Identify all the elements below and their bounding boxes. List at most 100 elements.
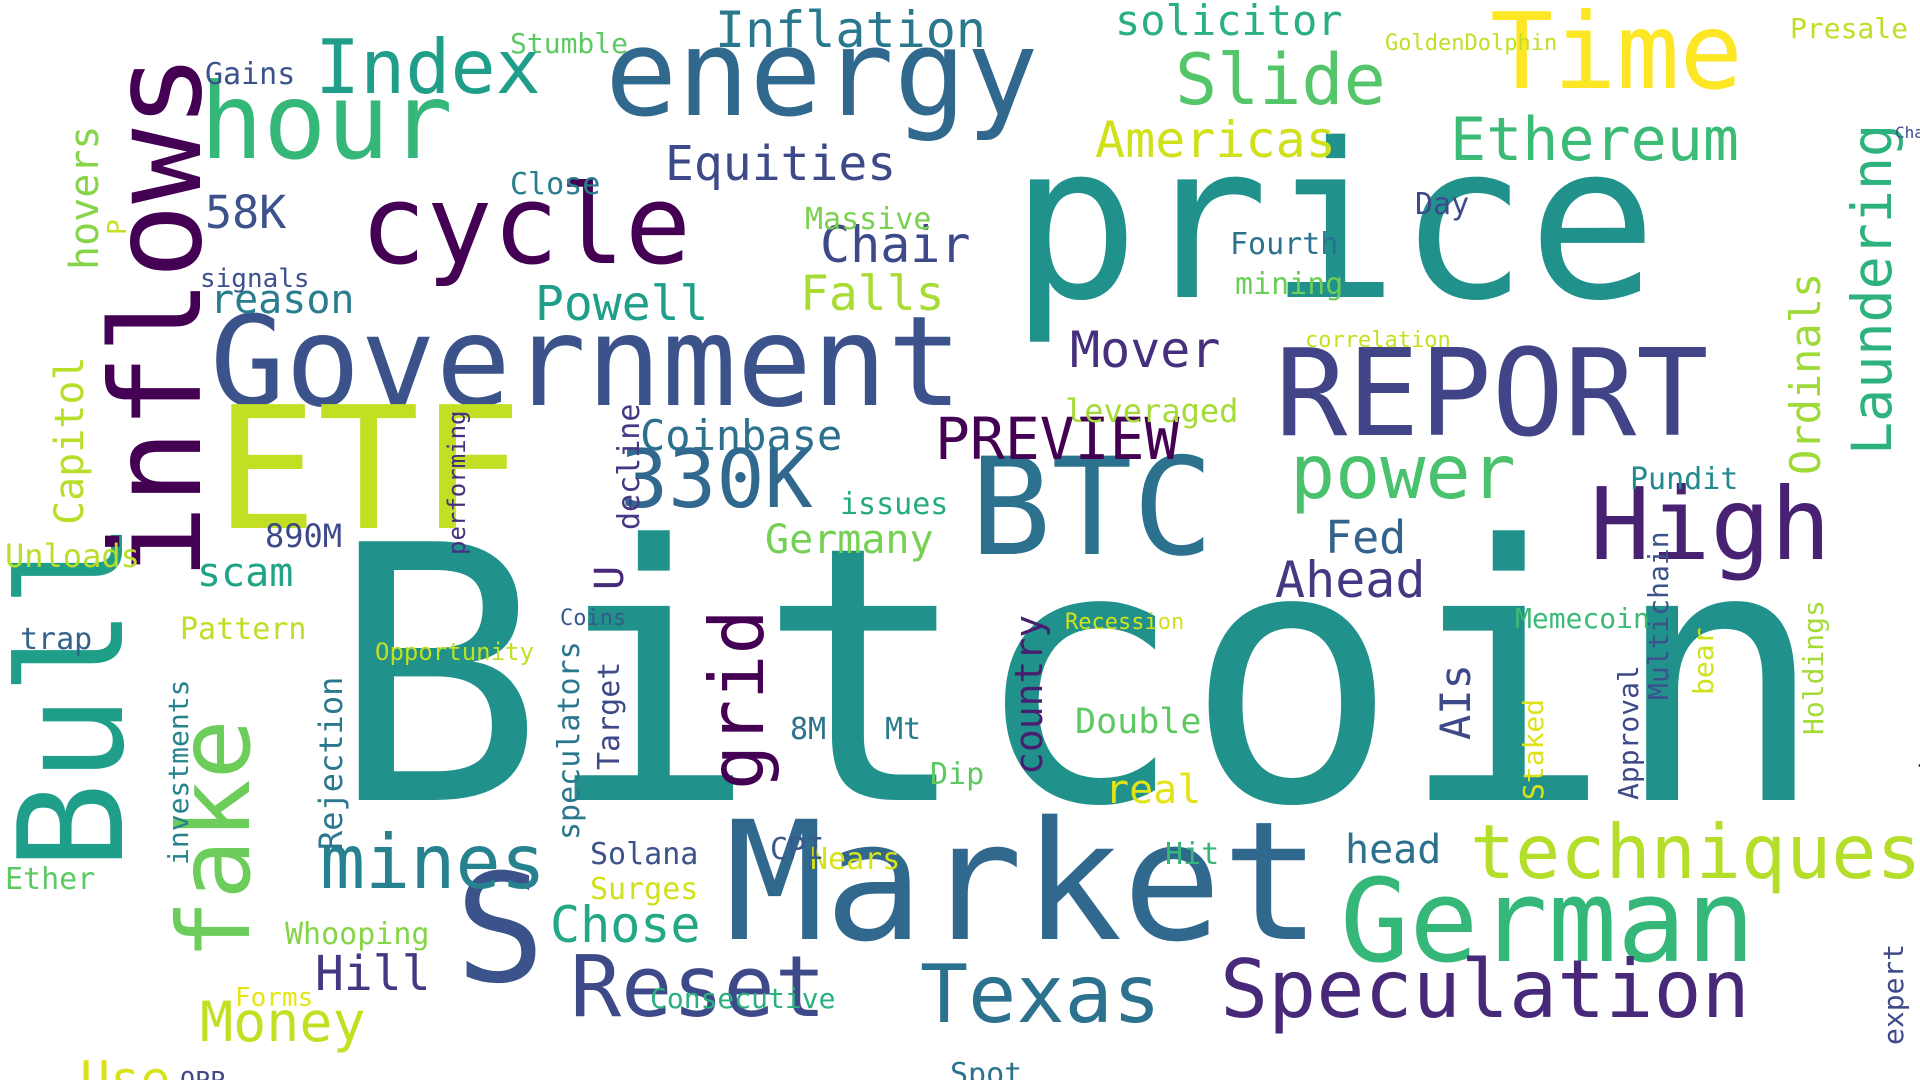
word-chose: Chose <box>550 896 701 954</box>
word-use: Use <box>80 1051 171 1080</box>
word-issues: issues <box>840 487 949 522</box>
word-cpi: CPI <box>770 832 825 867</box>
word-fed: Fed <box>1325 511 1407 564</box>
word-whooping: Whooping <box>285 917 430 952</box>
word-slide: Slide <box>1175 39 1386 121</box>
word-index: Index <box>315 23 541 111</box>
word-presale: Presale <box>1790 12 1909 45</box>
word-p: P <box>103 219 133 235</box>
word-surges: Surges <box>590 872 699 907</box>
word-approval: Approval <box>1612 665 1645 800</box>
word-signals: signals <box>200 264 310 294</box>
word-close: Close <box>510 167 601 202</box>
word-goldendolphin: GoldenDolphin <box>1385 31 1558 56</box>
word-techniques: techniques <box>1470 808 1920 896</box>
word-dip: Dip <box>930 757 985 792</box>
word-solana: Solana <box>590 837 699 872</box>
word-powell: Powell <box>535 276 709 332</box>
word-reset: Reset <box>570 938 826 1037</box>
word-texas: Texas <box>920 948 1161 1041</box>
word-pattern: Pattern <box>180 612 307 647</box>
word-ethereum: Ethereum <box>1450 105 1739 175</box>
word-recession: Recession <box>1065 610 1185 635</box>
word-consecutive: Consecutive <box>650 982 836 1015</box>
word-pundit: Pundit <box>1630 462 1739 497</box>
word-scam: scam <box>197 550 294 596</box>
word-opportunity: Opportunity <box>375 638 534 666</box>
word-target: Target <box>592 661 627 770</box>
word-890m: 890M <box>265 517 343 555</box>
word-day: Day <box>1415 187 1470 222</box>
word-double: Double <box>1075 702 1202 742</box>
word-58k: 58K <box>205 186 287 239</box>
word-reason: reason <box>210 277 355 323</box>
word-laundering: Laundering <box>1840 123 1904 455</box>
word-rejection: Rejection <box>312 676 350 850</box>
word-country: country <box>1007 614 1051 775</box>
word-ais: AIs <box>1431 664 1480 740</box>
word-mining: mining <box>1235 267 1344 302</box>
word-hill: Hill <box>315 946 431 1002</box>
word-ether: Ether <box>5 862 96 897</box>
word-power: power <box>1290 428 1516 516</box>
word-coins: Coins <box>560 606 627 631</box>
word-chart: Chart <box>1895 123 1920 142</box>
word-report: REPORT <box>1275 325 1709 464</box>
word-spot: Spot <box>950 1057 1023 1080</box>
word-hit: Hit <box>1165 837 1220 872</box>
word-price: price <box>1010 97 1658 348</box>
word-real: real <box>1105 767 1202 813</box>
word-massive: Massive <box>805 202 932 237</box>
word-330k: 330K <box>620 433 813 526</box>
word-head: head <box>1345 827 1442 873</box>
word-mt: Mt <box>885 712 922 747</box>
word-holdings: Holdings <box>1797 600 1830 735</box>
word-time: Time <box>1490 0 1743 113</box>
word-falls: Falls <box>800 266 945 322</box>
word-preview: PREVIEW <box>935 405 1180 473</box>
word-btc: BTC <box>970 429 1214 586</box>
word-s: S <box>455 843 546 1017</box>
word-u: U <box>587 565 633 590</box>
word-high: High <box>1590 466 1831 583</box>
word-forms: Forms <box>235 983 314 1013</box>
word-hovers: hovers <box>62 125 108 271</box>
word-worst: worst <box>1912 755 1920 840</box>
word-chair: Chair <box>820 216 971 274</box>
word-capitol: Capitol <box>47 356 93 525</box>
word-mover: Mover <box>1070 321 1221 379</box>
word-8m: 8M <box>790 712 827 747</box>
word-americas: Americas <box>1095 111 1336 169</box>
word-speculators: speculators <box>552 641 587 840</box>
word-energy: energy <box>605 5 1039 144</box>
word-leveraged: leveraged <box>1065 392 1239 430</box>
word-nears: Nears <box>810 842 901 877</box>
word-solicitor: solicitor <box>1115 0 1343 45</box>
word-memecoin: Memecoin <box>1515 602 1650 635</box>
word-mines: mines <box>320 818 546 906</box>
word-bear: bear <box>1687 627 1720 695</box>
word-government: Government <box>210 290 963 435</box>
word-money: Money <box>200 990 366 1054</box>
word-unloads: Unloads <box>5 537 140 575</box>
word-market: Market <box>725 786 1322 978</box>
word-bitcoin: Bitcoin <box>330 470 1827 884</box>
word-hour: hour <box>200 61 453 183</box>
word-trap: trap <box>20 622 93 657</box>
word-investments: investments <box>162 679 195 865</box>
word-grid: grid <box>693 609 781 790</box>
word-gains: Gains <box>205 57 296 92</box>
word-correlation: correlation <box>1305 328 1451 353</box>
word-performing: performing <box>443 410 471 556</box>
word-stumble: Stumble <box>510 27 629 60</box>
word-etf: ETF <box>215 371 523 569</box>
word-cycle: cycle <box>360 161 692 289</box>
word-german: German <box>1340 855 1756 989</box>
word-coinbase: Coinbase <box>640 411 843 460</box>
word-ahead: Ahead <box>1275 551 1426 609</box>
word-speculation: Speculation <box>1220 943 1750 1036</box>
word-inflation: Inflation <box>715 1 986 59</box>
word-equities: Equities <box>665 136 897 192</box>
word-staked: Staked <box>1517 698 1550 800</box>
